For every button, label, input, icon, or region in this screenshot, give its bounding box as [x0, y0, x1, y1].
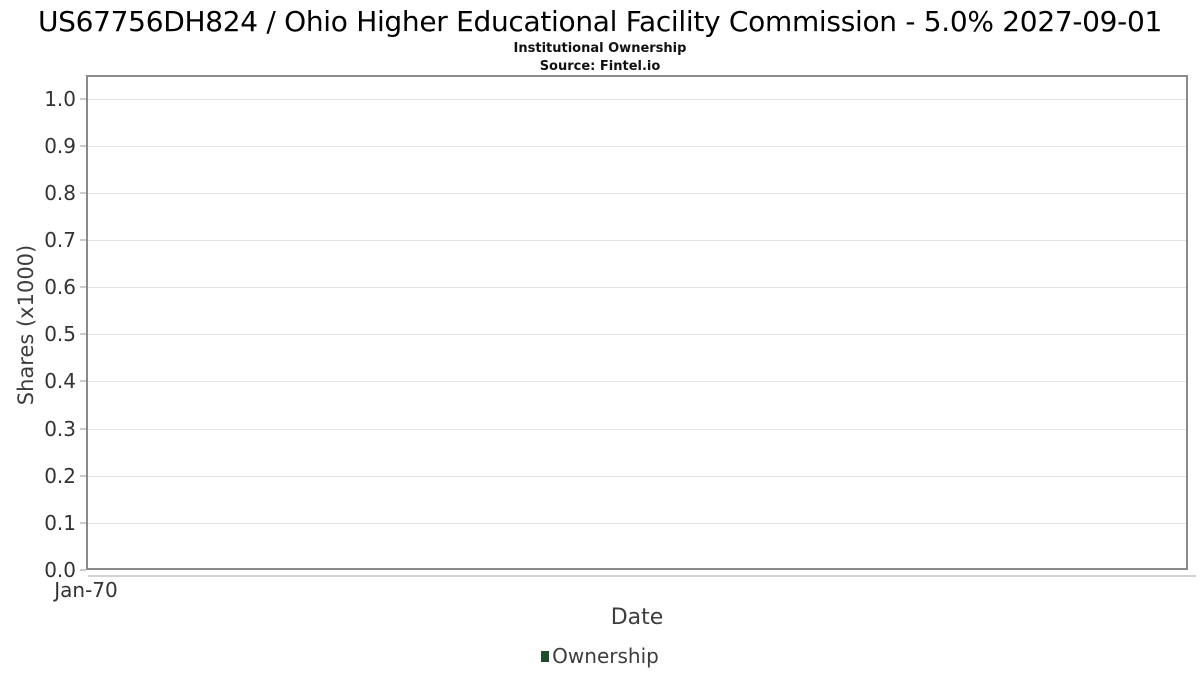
y-tick-mark — [80, 428, 86, 430]
gridline — [88, 146, 1186, 147]
y-tick-label: 0.2 — [44, 464, 76, 488]
gridline — [88, 334, 1186, 335]
y-tick-mark — [80, 380, 86, 382]
y-tick-mark — [80, 98, 86, 100]
chart-subtitle: Institutional Ownership — [513, 41, 687, 56]
y-tick-mark — [80, 333, 86, 335]
gridline — [88, 381, 1186, 382]
y-tick-mark — [80, 239, 86, 241]
y-tick-label: 0.7 — [44, 228, 76, 252]
chart-title: US67756DH824 / Ohio Higher Educational F… — [37, 5, 1163, 38]
gridline — [88, 523, 1186, 524]
gridline — [88, 429, 1186, 430]
y-tick-label: 0.6 — [44, 275, 76, 299]
y-tick-label: 0.8 — [44, 181, 76, 205]
y-tick-mark — [80, 522, 86, 524]
legend-item-ownership[interactable]: Ownership — [541, 644, 659, 668]
gridline — [88, 240, 1186, 241]
y-tick-mark — [80, 145, 86, 147]
legend-label: Ownership — [552, 644, 659, 668]
chart-header: US67756DH824 / Ohio Higher Educational F… — [0, 0, 1200, 74]
y-tick-label: 0.9 — [44, 134, 76, 158]
x-axis-baseline — [88, 575, 1196, 577]
y-tick-label: 0.1 — [44, 511, 76, 535]
gridline — [88, 193, 1186, 194]
gridline — [88, 476, 1186, 477]
y-tick-label: 1.0 — [44, 87, 76, 111]
chart-source-label: Source: Fintel.io — [539, 59, 661, 74]
y-tick-mark — [80, 192, 86, 194]
plot-area — [86, 75, 1188, 570]
gridline — [88, 287, 1186, 288]
x-tick-label: Jan-70 — [54, 578, 118, 602]
y-tick-label: 0.5 — [44, 322, 76, 346]
legend-swatch-icon — [541, 650, 550, 662]
gridline — [88, 99, 1186, 100]
y-tick-label: 0.0 — [44, 558, 76, 582]
x-axis-title: Date — [610, 605, 664, 630]
y-tick-mark — [80, 475, 86, 477]
y-tick-mark — [80, 569, 86, 571]
y-tick-mark — [80, 286, 86, 288]
y-tick-label: 0.4 — [44, 369, 76, 393]
y-tick-label: 0.3 — [44, 417, 76, 441]
legend: Ownership — [0, 644, 1200, 668]
